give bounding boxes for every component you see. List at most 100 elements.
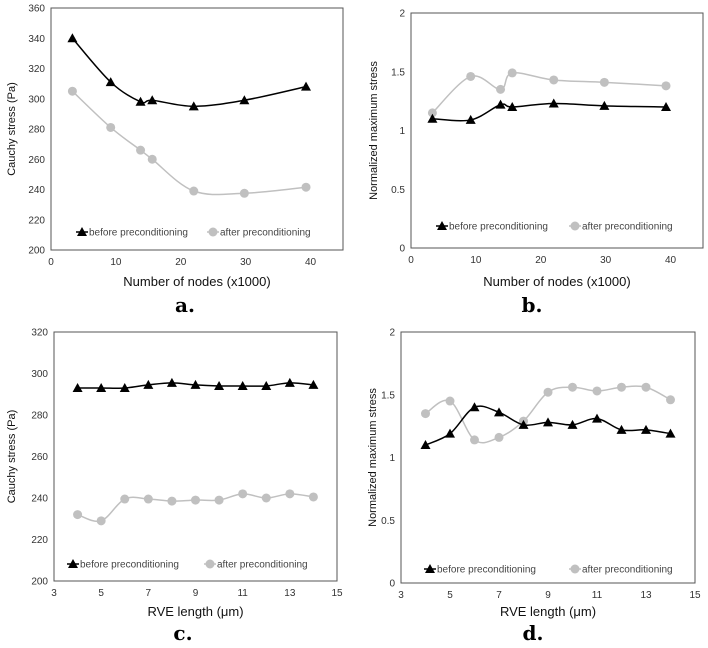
y-tick-label: 200 [28,246,45,257]
after-data-point [191,495,200,505]
y-tick-label: 200 [31,577,48,588]
legend-marker-triangle-icon [425,564,435,573]
after-data-point [214,495,224,505]
before-data-point [72,383,83,393]
panel-label: b. [522,293,543,317]
x-tick-label: 30 [240,257,252,268]
before-data-point [261,380,272,390]
before-data-point [543,417,553,427]
after-data-point [592,386,602,396]
after-data-point [568,382,577,392]
after-data-point [470,435,479,445]
before-data-point [548,98,559,108]
after-data-point [599,77,609,87]
series-line-before [71,37,307,108]
y-tick-label: 340 [28,34,45,45]
x-tick-label: 40 [665,255,677,266]
chart-panel-c: 200 220 240 260 280 300 320 3 5 7 9 11 13 15 RVE lengt… [6,328,343,646]
before-data-point [665,428,676,438]
after-data-point [106,122,116,132]
y-axis-label: Cauchy stress (Pa) [6,82,18,176]
x-axis-label: RVE length (μm) [500,604,596,619]
legend-marker-circle-icon [205,559,215,569]
x-tick-label: 5 [98,588,104,599]
x-tick-label: 15 [689,590,701,601]
after-data-point [421,409,430,419]
legend-label: before preconditioning [437,565,536,576]
x-tick-label: 3 [51,588,57,599]
y-axis-label: Normalized maximum stress [367,388,379,527]
after-data-point [308,492,318,502]
after-data-point [617,382,626,392]
y-tick-label: 0.5 [391,185,405,196]
legend-label: before preconditioning [80,560,179,571]
before-data-point [284,377,295,387]
after-data-point [239,188,249,198]
after-data-point [285,489,295,499]
x-tick-label: 7 [146,588,152,599]
before-data-point [641,424,651,434]
after-data-point [494,432,504,442]
x-tick-label: 20 [535,255,547,266]
after-data-point [147,154,157,164]
before-data-point [166,377,177,387]
x-tick-label: 15 [331,588,343,599]
after-data-point [143,494,153,504]
plot-area-frame [50,7,344,251]
y-tick-label: 320 [28,64,45,75]
after-data-point [238,489,248,499]
before-data-point [188,101,199,111]
before-data-point [494,407,504,417]
before-data-point [119,383,130,393]
after-data-point [189,186,199,196]
before-data-point [592,413,602,423]
y-tick-label: 240 [28,185,45,196]
legend-label: after preconditioning [217,560,308,571]
x-tick-label: 5 [447,590,453,601]
before-data-point [599,100,610,110]
before-data-point [567,419,578,429]
y-tick-label: 320 [31,328,48,339]
after-data-point [466,71,476,81]
plot-area-frame [400,331,696,584]
before-data-point [301,81,312,91]
after-data-point [507,68,517,78]
after-data-point [67,86,77,96]
x-tick-label: 9 [545,590,551,601]
after-data-point [167,496,177,506]
x-tick-label: 10 [470,255,482,266]
y-tick-label: 220 [31,535,48,546]
x-tick-label: 10 [110,257,122,268]
y-tick-label: 360 [28,4,45,15]
legend-marker-triangle-icon [437,221,447,230]
legend-marker-circle-icon [570,564,580,574]
before-data-point [190,379,201,389]
legend-label: after preconditioning [220,228,311,239]
before-data-point [147,95,158,105]
after-data-point [543,387,553,397]
after-data-point [120,494,130,504]
y-tick-label: 0 [389,579,395,590]
legend-marker-circle-icon [208,227,218,237]
y-tick-label: 1 [389,453,395,464]
before-data-point [661,102,672,111]
y-tick-label: 2 [399,9,405,20]
plot-area-frame [53,331,338,582]
before-data-point [135,96,146,106]
y-tick-label: 260 [28,155,45,166]
x-tick-label: 0 [48,257,54,268]
x-tick-label: 11 [237,588,248,599]
before-data-point [308,379,319,389]
x-tick-label: 13 [284,588,296,599]
series-line-before [432,102,667,122]
y-tick-label: 1 [399,126,405,137]
before-data-point [445,428,455,438]
x-tick-label: 40 [305,257,317,268]
y-axis-label: Cauchy stress (Pa) [6,410,18,504]
before-data-point [616,424,627,434]
chart-panel-a: 200 220 240 260 280 300 320 340 360 0 10 20 30 40 Numb… [6,4,344,317]
y-tick-label: 2 [389,328,395,339]
chart-panel-d: 0 0.5 1 1.5 2 3 5 7 9 11 13 15 RVE length (μm) Normal… [367,328,701,646]
